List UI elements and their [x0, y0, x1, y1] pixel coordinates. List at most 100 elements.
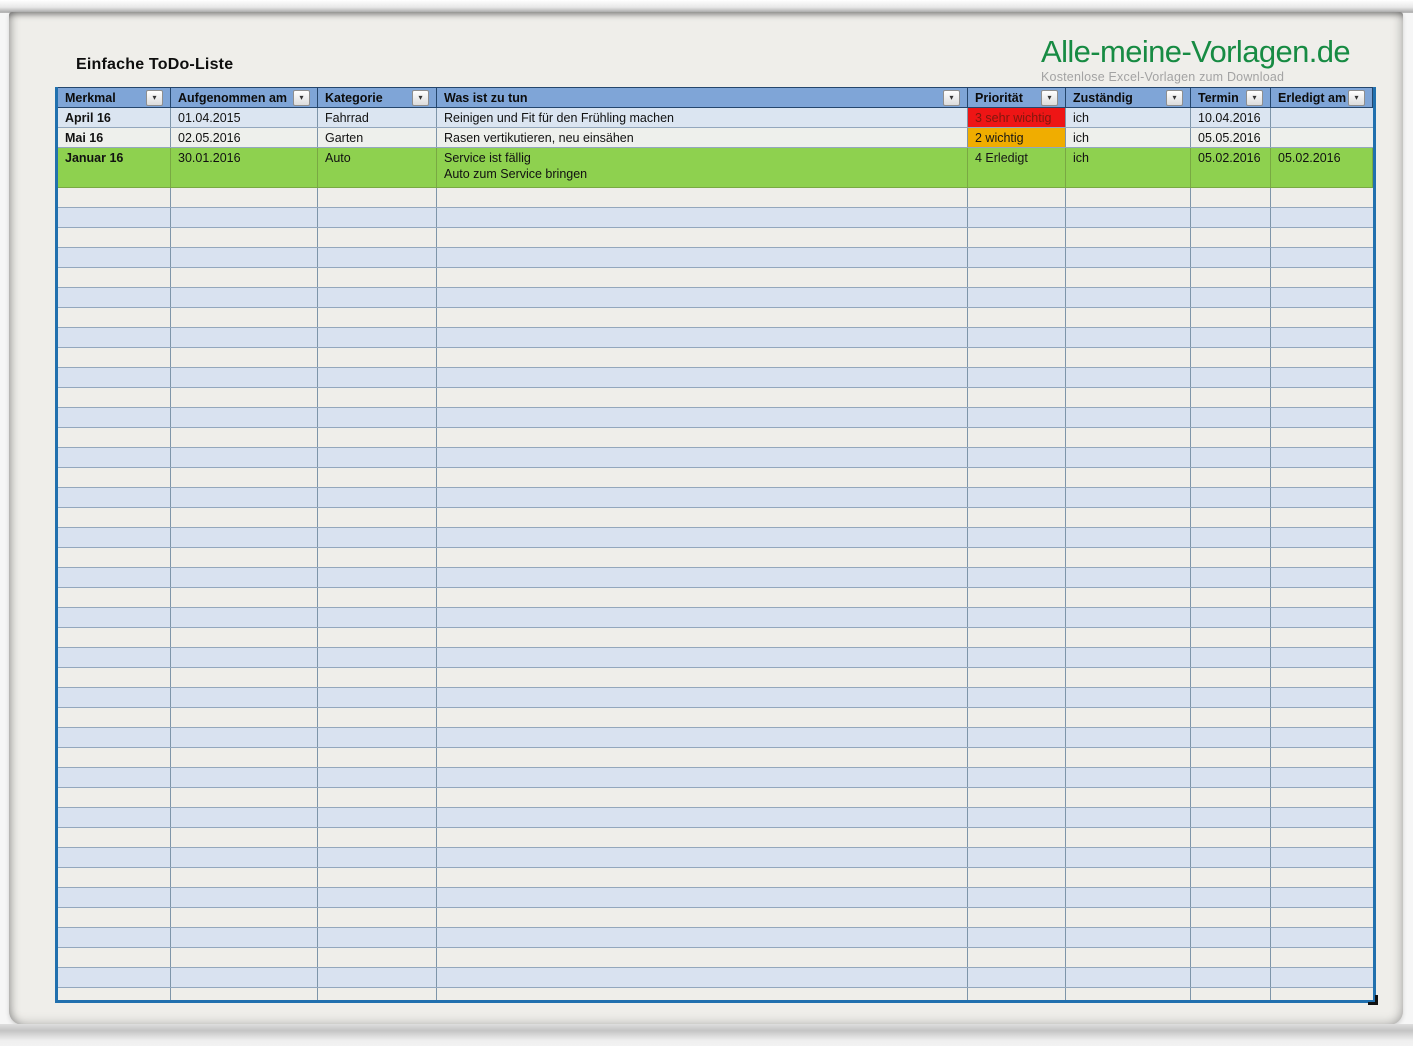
empty-cell[interactable] [968, 508, 1066, 527]
empty-cell[interactable] [1271, 628, 1373, 647]
empty-cell[interactable] [1066, 908, 1191, 927]
empty-cell[interactable] [1271, 588, 1373, 607]
empty-cell[interactable] [1191, 948, 1271, 967]
empty-cell[interactable] [1271, 428, 1373, 447]
empty-cell[interactable] [1271, 608, 1373, 627]
brand-logo[interactable]: Alle-meine-Vorlagen.de Kostenlose Excel-… [1041, 36, 1353, 85]
empty-cell[interactable] [318, 208, 437, 227]
empty-cell[interactable] [58, 648, 171, 667]
empty-cell[interactable] [1066, 448, 1191, 467]
cell-merkmal-row1[interactable]: April 16 [58, 108, 171, 127]
empty-cell[interactable] [58, 708, 171, 727]
empty-cell[interactable] [58, 288, 171, 307]
empty-cell[interactable] [1271, 668, 1373, 687]
cell-kategorie-row1[interactable]: Fahrrad [318, 108, 437, 127]
empty-cell[interactable] [171, 588, 318, 607]
empty-cell[interactable] [171, 308, 318, 327]
empty-cell[interactable] [1271, 508, 1373, 527]
empty-cell[interactable] [58, 628, 171, 647]
table-resize-handle[interactable] [1368, 995, 1378, 1005]
empty-cell[interactable] [437, 928, 968, 947]
empty-cell[interactable] [437, 208, 968, 227]
empty-cell[interactable] [1271, 748, 1373, 767]
empty-cell[interactable] [171, 808, 318, 827]
filter-dropdown-was-ist-zu-tun[interactable]: ▾ [943, 89, 960, 106]
empty-cell[interactable] [437, 868, 968, 887]
cell-termin-row1[interactable]: 10.04.2016 [1191, 108, 1271, 127]
empty-cell[interactable] [171, 608, 318, 627]
cell-merkmal-row3[interactable]: Januar 16 [58, 148, 171, 187]
empty-cell[interactable] [58, 788, 171, 807]
empty-cell[interactable] [968, 908, 1066, 927]
empty-cell[interactable] [318, 828, 437, 847]
empty-cell[interactable] [318, 228, 437, 247]
empty-cell[interactable] [968, 848, 1066, 867]
empty-cell[interactable] [318, 648, 437, 667]
empty-cell[interactable] [318, 268, 437, 287]
empty-cell[interactable] [171, 788, 318, 807]
empty-cell[interactable] [1066, 848, 1191, 867]
empty-cell[interactable] [1191, 888, 1271, 907]
empty-cell[interactable] [58, 968, 171, 987]
empty-cell[interactable] [171, 428, 318, 447]
empty-cell[interactable] [1066, 888, 1191, 907]
empty-cell[interactable] [968, 748, 1066, 767]
empty-cell[interactable] [58, 828, 171, 847]
empty-cell[interactable] [1191, 308, 1271, 327]
empty-cell[interactable] [1066, 868, 1191, 887]
empty-cell[interactable] [1066, 648, 1191, 667]
empty-cell[interactable] [968, 668, 1066, 687]
empty-cell[interactable] [1191, 188, 1271, 207]
empty-cell[interactable] [1066, 208, 1191, 227]
empty-cell[interactable] [171, 288, 318, 307]
empty-cell[interactable] [1191, 428, 1271, 447]
empty-cell[interactable] [1066, 988, 1191, 1000]
empty-cell[interactable] [437, 528, 968, 547]
empty-cell[interactable] [1271, 408, 1373, 427]
empty-cell[interactable] [1271, 208, 1373, 227]
empty-cell[interactable] [1271, 228, 1373, 247]
filter-dropdown-prioritaet[interactable]: ▾ [1041, 89, 1058, 106]
empty-cell[interactable] [1271, 708, 1373, 727]
empty-cell[interactable] [1271, 828, 1373, 847]
empty-cell[interactable] [1191, 268, 1271, 287]
empty-cell[interactable] [968, 328, 1066, 347]
empty-cell[interactable] [968, 708, 1066, 727]
empty-cell[interactable] [968, 308, 1066, 327]
empty-cell[interactable] [968, 468, 1066, 487]
empty-cell[interactable] [58, 868, 171, 887]
empty-cell[interactable] [58, 948, 171, 967]
empty-cell[interactable] [1066, 708, 1191, 727]
filter-dropdown-merkmal[interactable]: ▾ [146, 89, 163, 106]
cell-erledigt-am-row1[interactable] [1271, 108, 1373, 127]
empty-cell[interactable] [1271, 988, 1373, 1000]
empty-cell[interactable] [318, 328, 437, 347]
empty-cell[interactable] [171, 448, 318, 467]
empty-cell[interactable] [1191, 528, 1271, 547]
empty-cell[interactable] [437, 848, 968, 867]
empty-cell[interactable] [437, 488, 968, 507]
empty-cell[interactable] [1066, 528, 1191, 547]
column-header-was-ist-zu-tun[interactable]: Was ist zu tun ▾ [437, 88, 968, 107]
cell-kategorie-row2[interactable]: Garten [318, 128, 437, 147]
empty-cell[interactable] [1066, 808, 1191, 827]
empty-cell[interactable] [968, 188, 1066, 207]
empty-cell[interactable] [1271, 908, 1373, 927]
empty-cell[interactable] [318, 848, 437, 867]
empty-cell[interactable] [1191, 988, 1271, 1000]
empty-cell[interactable] [58, 748, 171, 767]
empty-cell[interactable] [1066, 968, 1191, 987]
empty-cell[interactable] [1271, 328, 1373, 347]
empty-cell[interactable] [968, 568, 1066, 587]
empty-cell[interactable] [437, 748, 968, 767]
empty-cell[interactable] [968, 448, 1066, 467]
empty-cell[interactable] [1066, 668, 1191, 687]
empty-cell[interactable] [318, 248, 437, 267]
column-header-zustaendig[interactable]: Zuständig ▾ [1066, 88, 1191, 107]
empty-cell[interactable] [1271, 728, 1373, 747]
empty-cell[interactable] [437, 648, 968, 667]
empty-cell[interactable] [1066, 628, 1191, 647]
empty-cell[interactable] [437, 468, 968, 487]
empty-cell[interactable] [968, 868, 1066, 887]
empty-cell[interactable] [968, 488, 1066, 507]
